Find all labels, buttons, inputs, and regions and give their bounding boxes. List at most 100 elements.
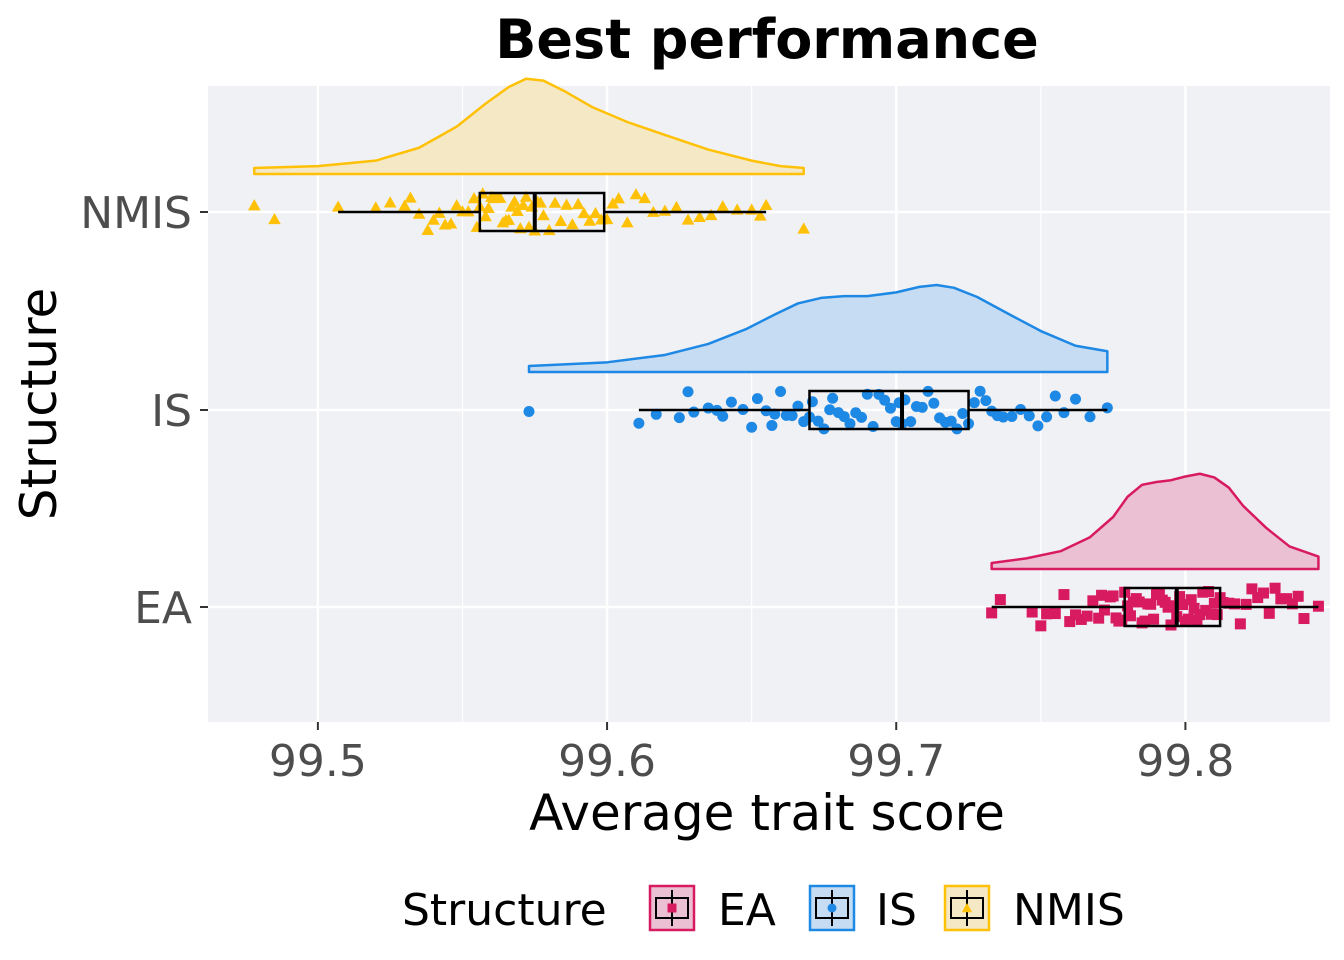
point-is — [523, 405, 535, 417]
legend-label-nmis: NMIS — [1013, 885, 1125, 936]
point-ea — [1116, 614, 1128, 626]
point-nmis — [716, 200, 730, 212]
point-ea — [1081, 610, 1093, 622]
point-nmis — [331, 200, 345, 212]
point-nmis — [444, 217, 458, 229]
jitter-points — [247, 187, 1324, 632]
legend-key-point — [961, 903, 973, 913]
point-ea — [1133, 596, 1145, 608]
point-nmis — [670, 200, 683, 213]
point-ea — [994, 594, 1006, 606]
point-nmis — [467, 192, 481, 204]
point-nmis — [404, 191, 417, 203]
point-ea — [1107, 590, 1119, 602]
density-nmis — [253, 77, 805, 176]
point-ea — [986, 607, 998, 619]
point-ea — [1174, 591, 1186, 603]
point-nmis — [759, 198, 773, 211]
box-nmis — [478, 191, 606, 233]
point-ea — [1286, 598, 1298, 610]
point-nmis — [427, 213, 440, 225]
point-ea — [1058, 589, 1070, 601]
box-ea — [1123, 586, 1222, 628]
point-is — [769, 408, 781, 420]
point-nmis — [511, 204, 524, 217]
point-nmis — [516, 198, 530, 211]
point-ea — [1049, 608, 1061, 620]
point-is — [688, 406, 700, 418]
point-ea — [1093, 612, 1105, 624]
point-is — [812, 415, 824, 427]
point-ea — [1145, 598, 1157, 610]
point-is — [633, 417, 645, 429]
point-ea — [1185, 594, 1197, 606]
legend-key-point — [827, 903, 837, 913]
point-is — [650, 408, 662, 420]
legend-key-box — [655, 897, 689, 919]
point-ea — [1281, 593, 1293, 605]
point-is — [945, 415, 957, 427]
point-ea — [1041, 608, 1053, 620]
point-ea — [1162, 601, 1174, 613]
point-nmis — [508, 195, 521, 207]
point-nmis — [577, 206, 591, 219]
point-nmis — [461, 205, 475, 217]
point-is — [997, 411, 1009, 423]
point-is — [844, 418, 856, 430]
x-axis-title: Average trait score — [529, 784, 1005, 842]
point-ea — [1122, 600, 1134, 612]
point-is — [824, 404, 836, 416]
point-nmis — [620, 216, 634, 228]
legend-title: Structure — [402, 885, 607, 936]
point-nmis — [797, 222, 811, 234]
point-ea — [1229, 598, 1241, 610]
point-ea — [1194, 609, 1206, 621]
point-ea — [1177, 599, 1189, 611]
point-ea — [1087, 595, 1099, 607]
point-nmis — [383, 196, 397, 208]
point-ea — [1188, 602, 1200, 614]
point-ea — [1168, 600, 1180, 612]
point-nmis — [548, 196, 562, 208]
point-ea — [1208, 597, 1220, 609]
point-ea — [1223, 597, 1235, 609]
point-is — [751, 393, 763, 405]
point-nmis — [450, 199, 464, 211]
point-ea — [1217, 597, 1229, 609]
point-nmis — [583, 214, 597, 226]
y-axis-title: Structure — [10, 288, 68, 521]
point-nmis — [479, 210, 492, 222]
point-ea — [1139, 615, 1151, 627]
y-tick-label: IS — [151, 386, 192, 437]
axes: 99.5 99.6 99.7 99.8 EA IS NMIS — [80, 188, 1234, 787]
point-is — [1041, 411, 1053, 423]
chart-title: Best performance — [495, 8, 1038, 71]
x-tick-label: 99.8 — [1136, 736, 1234, 787]
x-tick-label: 99.7 — [847, 736, 945, 787]
point-is — [725, 396, 737, 408]
point-is — [827, 392, 839, 404]
point-is — [980, 395, 992, 407]
point-ea — [1153, 588, 1165, 600]
box-is — [808, 389, 970, 431]
density-ea — [990, 472, 1320, 571]
legend-key-point — [667, 903, 677, 913]
point-is — [957, 407, 969, 419]
point-nmis — [268, 212, 281, 225]
point-ea — [1263, 607, 1275, 619]
point-is — [928, 397, 940, 409]
point-is — [1084, 411, 1096, 423]
point-nmis — [493, 191, 507, 203]
y-tick-label: EA — [134, 583, 192, 634]
point-nmis — [704, 208, 718, 221]
point-is — [682, 386, 694, 398]
point-nmis — [589, 206, 602, 219]
point-ea — [1200, 604, 1212, 616]
point-ea — [1240, 598, 1252, 610]
y-tick-label: NMIS — [80, 188, 192, 239]
point-nmis — [693, 210, 706, 222]
point-nmis — [369, 201, 383, 213]
point-ea — [1026, 606, 1038, 618]
point-is — [1006, 411, 1018, 423]
point-ea — [1075, 613, 1087, 625]
